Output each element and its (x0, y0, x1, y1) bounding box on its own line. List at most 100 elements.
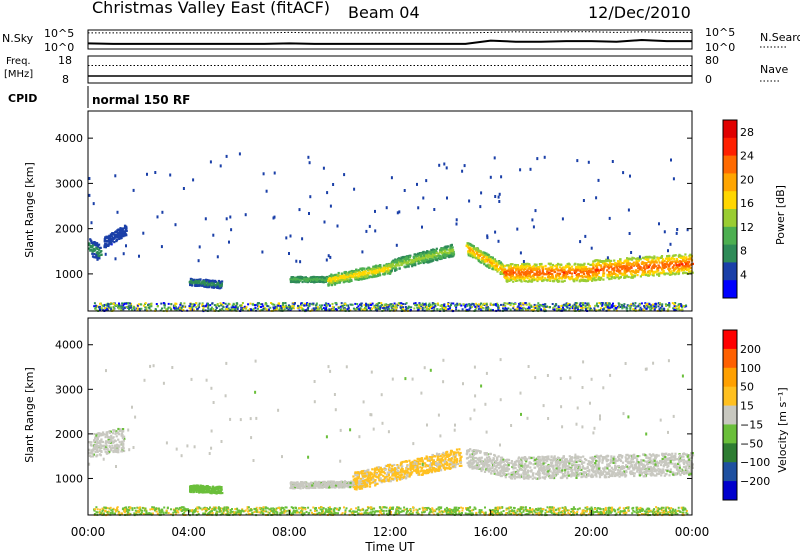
data-cell (412, 260, 415, 263)
data-cell (306, 281, 309, 284)
data-cell (227, 307, 230, 310)
data-cell (88, 441, 91, 444)
data-cell (189, 307, 192, 310)
data-cell (330, 284, 333, 287)
data-cell (232, 307, 235, 310)
data-cell (511, 263, 514, 266)
data-cell (522, 263, 525, 266)
data-cell (555, 307, 558, 310)
data-cell (154, 171, 157, 174)
data-cell (627, 260, 630, 263)
data-cell (479, 250, 483, 253)
data-cell (680, 260, 683, 263)
data-cell (97, 432, 100, 435)
data-cell (357, 278, 360, 281)
data-cell (327, 302, 330, 305)
data-cell (277, 302, 280, 305)
data-cell (95, 254, 98, 257)
data-cell (405, 302, 408, 305)
data-cell (662, 258, 665, 261)
data-cell (617, 306, 620, 309)
data-cell (492, 309, 494, 312)
data-cell (291, 306, 294, 309)
data-cell (137, 304, 139, 307)
data-cell (514, 264, 517, 267)
data-cell (417, 308, 420, 311)
data-cell (192, 178, 195, 182)
data-cell (421, 225, 423, 229)
data-cell (404, 303, 407, 306)
data-cell (365, 303, 368, 306)
data-cell (375, 308, 378, 311)
data-cell (219, 164, 222, 168)
data-cell (428, 305, 431, 308)
data-cell (509, 263, 512, 266)
data-cell (483, 260, 486, 263)
data-cell (380, 302, 383, 305)
data-cell (608, 270, 611, 274)
data-cell (426, 256, 429, 259)
data-cell (148, 307, 151, 310)
data-cell (526, 273, 529, 276)
data-cell (558, 276, 562, 279)
data-cell (425, 258, 429, 261)
data-cell (680, 304, 683, 307)
data-cell (500, 175, 503, 179)
data-cell (509, 272, 512, 275)
data-cell (111, 432, 115, 435)
data-cell (337, 276, 340, 280)
data-cell (620, 303, 623, 306)
colorbar-swatch (723, 209, 737, 228)
data-cell (686, 260, 689, 264)
data-cell (499, 261, 502, 264)
data-cell (105, 432, 108, 435)
data-cell (88, 193, 91, 197)
data-cell (109, 306, 112, 309)
data-cell (691, 271, 694, 274)
data-cell (138, 307, 141, 310)
data-cell (579, 240, 582, 244)
data-cell (620, 262, 623, 265)
data-cell (516, 306, 519, 309)
data-cell (663, 230, 666, 234)
data-cell (602, 274, 605, 277)
data-cell (524, 267, 527, 271)
data-cell (105, 243, 108, 246)
data-cell (480, 302, 483, 305)
data-cell (564, 308, 567, 311)
data-cell (91, 249, 94, 252)
data-cell (422, 303, 425, 306)
data-cell (322, 166, 325, 170)
data-cell (114, 440, 117, 443)
data-cell (234, 308, 237, 311)
data-cell (586, 307, 589, 310)
data-cell (379, 269, 382, 272)
data-cell (527, 306, 530, 309)
data-cell (288, 252, 290, 255)
data-cell (527, 267, 530, 270)
nsky-left-tick-bottom: 10^0 (44, 41, 74, 54)
data-cell (365, 308, 368, 311)
data-cell (494, 303, 497, 306)
data-cell (672, 307, 675, 310)
data-cell (247, 303, 250, 306)
data-cell (448, 307, 451, 310)
data-cell (410, 262, 413, 265)
data-cell (92, 453, 96, 456)
data-cell (512, 271, 515, 274)
data-cell (682, 257, 685, 260)
data-cell (577, 263, 580, 266)
data-cell (683, 267, 686, 270)
nsky-panel: N.Sky 10^5 10^0 10^5 10^0 N.Search (2, 26, 800, 54)
data-cell (517, 265, 520, 269)
data-cell (601, 302, 604, 304)
data-cell (482, 303, 485, 306)
data-cell (258, 305, 260, 308)
data-cell (180, 306, 183, 309)
data-cell (196, 485, 199, 489)
data-cell (570, 265, 574, 268)
data-cell (508, 279, 511, 282)
data-cell (205, 304, 208, 307)
data-cell (479, 254, 482, 257)
data-cell (370, 275, 374, 278)
